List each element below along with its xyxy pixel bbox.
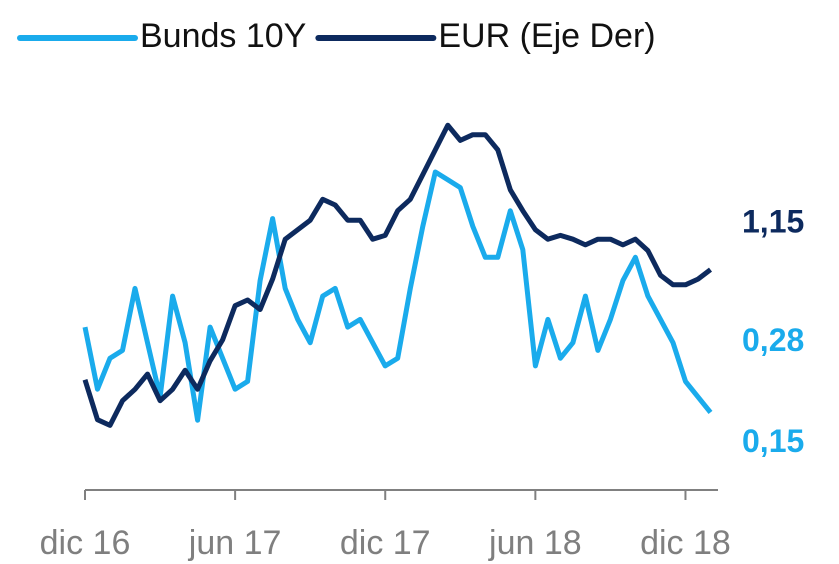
legend-label: Bunds 10Y xyxy=(140,17,306,55)
series-line xyxy=(82,169,713,423)
x-tick-label: jun 17 xyxy=(188,524,282,562)
y2-tick-label: 1,15 xyxy=(742,203,804,239)
x-tick-label: dic 17 xyxy=(340,524,431,562)
x-tick-label: jun 18 xyxy=(488,524,582,562)
y-tick-label: 0,15 xyxy=(742,423,804,459)
x-tick-label: dic 18 xyxy=(640,524,731,562)
y-tick-label: 0,28 xyxy=(742,322,804,358)
legend-label: EUR (Eje Der) xyxy=(438,17,655,55)
x-tick-label: dic 16 xyxy=(40,524,131,562)
series-line xyxy=(82,122,713,428)
